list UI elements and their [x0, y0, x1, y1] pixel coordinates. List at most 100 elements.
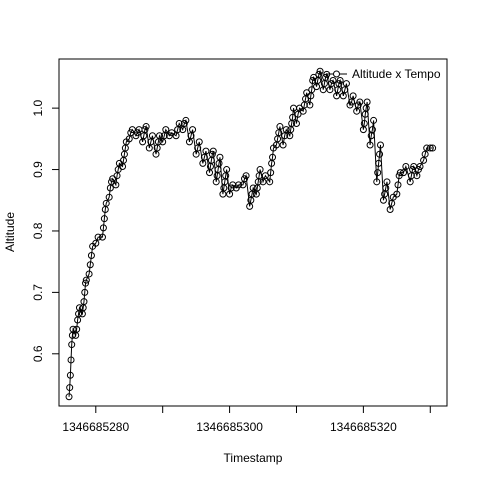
- data-point: [182, 116, 190, 124]
- data-point: [66, 371, 74, 379]
- data-point: [156, 132, 164, 140]
- data-point: [100, 215, 108, 223]
- data-point: [187, 132, 195, 140]
- data-point: [99, 224, 107, 232]
- data-point: [102, 199, 110, 207]
- data-point: [82, 276, 90, 284]
- data-point: [202, 147, 210, 155]
- data-point: [94, 233, 102, 241]
- data-point: [309, 77, 317, 84]
- data-point: [226, 190, 234, 198]
- data-point: [326, 86, 334, 94]
- data-point: [388, 199, 396, 207]
- data-point: [341, 86, 349, 94]
- data-point: [68, 341, 76, 349]
- data-point: [175, 119, 183, 127]
- data-point: [370, 116, 378, 124]
- data-point: [208, 150, 216, 158]
- data-point: [376, 150, 384, 158]
- x-axis-title: Timestamp: [224, 451, 283, 465]
- data-point: [335, 80, 343, 88]
- data-point: [267, 169, 275, 177]
- data-point: [160, 132, 168, 140]
- data-point: [194, 144, 202, 152]
- data-point: [87, 252, 95, 260]
- data-point: [374, 169, 382, 177]
- data-point: [402, 162, 410, 170]
- data-point: [426, 144, 434, 152]
- data-point: [105, 193, 113, 201]
- data-point: [159, 138, 167, 146]
- data-point: [386, 205, 394, 213]
- data-point: [128, 126, 136, 134]
- data-point: [179, 126, 187, 134]
- data-point: [368, 126, 376, 134]
- x-tick-label: 1346685320: [330, 420, 397, 434]
- data-point: [92, 239, 100, 247]
- data-point: [316, 67, 324, 75]
- series-line: [68, 69, 433, 397]
- data-point: [315, 70, 323, 78]
- data-point: [86, 261, 94, 269]
- data-point: [329, 77, 337, 84]
- data-point: [282, 126, 290, 134]
- x-axis: 1346685280 1346685300 1346685320: [62, 405, 431, 434]
- y-axis-title: Altitude: [3, 212, 17, 252]
- y-tick-label: 0.8: [31, 222, 45, 239]
- data-point: [420, 156, 428, 164]
- data-point: [200, 153, 208, 161]
- data-point: [349, 92, 357, 100]
- data-point: [342, 80, 350, 88]
- data-point: [142, 123, 150, 131]
- y-tick-label: 0.9: [31, 161, 45, 178]
- data-point: [67, 356, 75, 364]
- data-point: [75, 304, 83, 312]
- legend-label: Altitude x Tempo: [352, 67, 441, 81]
- y-tick-label: 0.6: [31, 345, 45, 362]
- data-point: [69, 325, 77, 333]
- data-point: [292, 119, 300, 127]
- data-point: [375, 159, 383, 167]
- data-point: [249, 184, 257, 192]
- data-point: [81, 288, 89, 296]
- data-point: [235, 181, 243, 189]
- data-point: [276, 123, 284, 131]
- data-point: [148, 132, 156, 140]
- data-point: [82, 279, 90, 287]
- data-point: [195, 138, 203, 146]
- data-point: [145, 144, 153, 152]
- data-point: [147, 138, 155, 146]
- data-point: [199, 159, 207, 167]
- data-point: [416, 162, 424, 170]
- data-point: [400, 169, 408, 177]
- data-point: [336, 77, 344, 84]
- data-point: [377, 141, 384, 149]
- legend-point-symbol: [333, 70, 340, 78]
- series-layer: [65, 67, 437, 401]
- data-point: [393, 190, 401, 198]
- data-point: [353, 107, 361, 115]
- data-point: [339, 92, 347, 100]
- data-point: [429, 144, 437, 152]
- y-tick-label: 0.7: [31, 284, 45, 301]
- data-point: [256, 166, 264, 174]
- data-point: [209, 147, 217, 155]
- data-point: [85, 270, 93, 278]
- data-point: [125, 135, 133, 143]
- data-point: [373, 178, 381, 186]
- data-point: [279, 141, 287, 149]
- data-point: [73, 325, 81, 333]
- data-point: [396, 169, 404, 177]
- data-point: [383, 178, 391, 186]
- data-point: [216, 153, 224, 161]
- data-point: [413, 172, 421, 180]
- data-point: [356, 98, 364, 106]
- data-point: [185, 138, 193, 146]
- data-point: [192, 150, 200, 158]
- data-point: [98, 233, 106, 241]
- data-point: [289, 113, 297, 121]
- data-point: [259, 178, 267, 186]
- data-point: [239, 181, 247, 189]
